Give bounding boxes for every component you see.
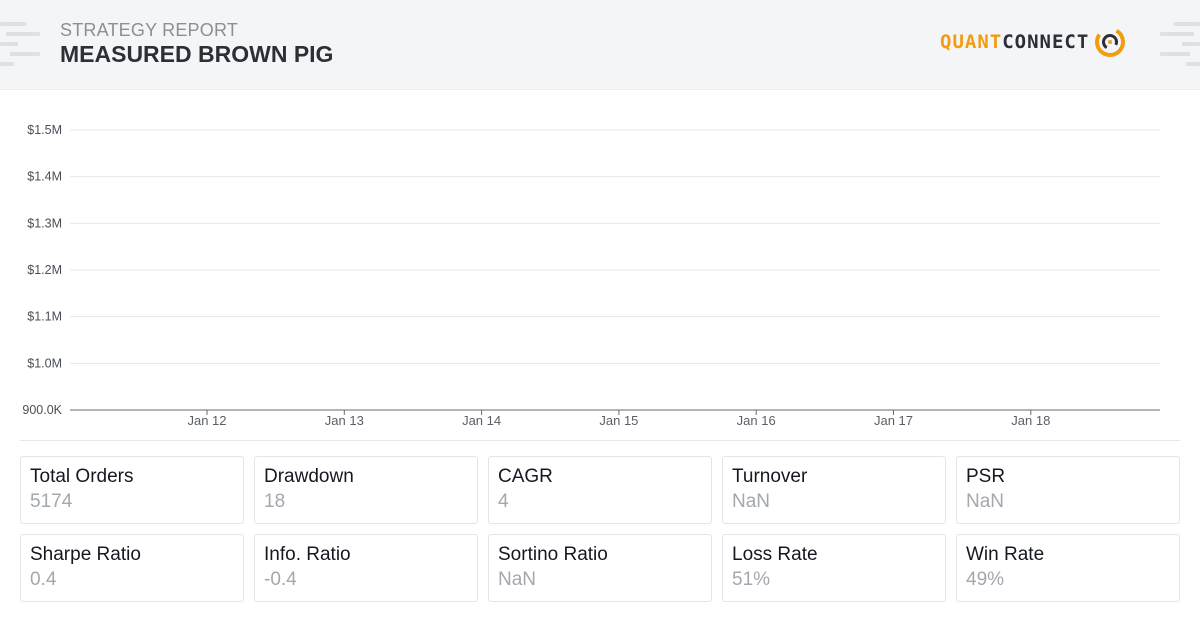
stat-value: 4 bbox=[498, 491, 509, 512]
stat-card-sharpe-ratio: Sharpe Ratio 0.4 bbox=[20, 534, 244, 602]
y-tick-label: $1.4M bbox=[27, 170, 62, 184]
stat-card-drawdown: Drawdown 18 bbox=[254, 456, 478, 524]
stat-card-info-ratio: Info. Ratio -0.4 bbox=[254, 534, 478, 602]
stat-card-turnover: Turnover NaN bbox=[722, 456, 946, 524]
stat-card-cagr: CAGR 4 bbox=[488, 456, 712, 524]
x-tick-label: Jan 16 bbox=[737, 413, 776, 428]
x-tick-label: Jan 12 bbox=[187, 413, 226, 428]
stat-label: PSR bbox=[966, 466, 1006, 487]
x-tick-label: Jan 13 bbox=[325, 413, 364, 428]
x-tick-label: Jan 14 bbox=[462, 413, 501, 428]
stat-value: 51% bbox=[732, 569, 771, 590]
report-title: MEASURED BROWN PIG bbox=[60, 41, 334, 67]
stat-card-total-orders: Total Orders 5174 bbox=[20, 456, 244, 524]
equity-chart: $1.5M $1.4M $1.3M $1.2M $1.1M $1.0M 900.0K Jan … bbox=[22, 123, 1160, 428]
stat-label: Loss Rate bbox=[732, 544, 818, 565]
stat-label: CAGR bbox=[498, 466, 553, 487]
stat-value: 0.4 bbox=[30, 569, 57, 590]
stat-label: Total Orders bbox=[30, 466, 134, 487]
stat-card-psr: PSR NaN bbox=[956, 456, 1180, 524]
stat-value: 5174 bbox=[30, 491, 73, 512]
stat-value: NaN bbox=[498, 569, 537, 590]
stat-value: NaN bbox=[732, 491, 771, 512]
stat-value: -0.4 bbox=[264, 569, 297, 590]
stat-value: 18 bbox=[264, 491, 286, 512]
stat-value: 49% bbox=[966, 569, 1005, 590]
logo-text-quant: QUANT bbox=[940, 31, 1003, 53]
stat-label: Drawdown bbox=[264, 466, 354, 487]
stat-label: Turnover bbox=[732, 466, 808, 487]
logo-text-connect: CONNECT bbox=[1002, 31, 1090, 53]
y-tick-label: 900.0K bbox=[22, 403, 62, 417]
stat-value: NaN bbox=[966, 491, 1005, 512]
stat-card-win-rate: Win Rate 49% bbox=[956, 534, 1180, 602]
stat-card-loss-rate: Loss Rate 51% bbox=[722, 534, 946, 602]
x-tick-label: Jan 17 bbox=[874, 413, 913, 428]
y-tick-label: $1.1M bbox=[27, 310, 62, 324]
x-tick-label: Jan 18 bbox=[1011, 413, 1050, 428]
quantconnect-logo: QUANT CONNECT bbox=[940, 24, 1127, 60]
stat-label: Win Rate bbox=[966, 544, 1045, 565]
x-tick-label: Jan 15 bbox=[599, 413, 638, 428]
stat-label: Sharpe Ratio bbox=[30, 544, 141, 565]
section-divider bbox=[20, 440, 1180, 441]
y-tick-label: $1.0M bbox=[27, 356, 62, 370]
y-tick-label: $1.3M bbox=[27, 216, 62, 230]
stat-card-sortino-ratio: Sortino Ratio NaN bbox=[488, 534, 712, 602]
quantconnect-logo-icon bbox=[1095, 27, 1126, 57]
y-tick-label: $1.2M bbox=[27, 263, 62, 277]
decorative-lines-left bbox=[0, 22, 40, 66]
decorative-lines-right bbox=[1160, 22, 1200, 66]
y-tick-label: $1.5M bbox=[27, 123, 62, 137]
report-header: STRATEGY REPORT MEASURED BROWN PIG QUANT… bbox=[0, 0, 1200, 90]
stat-label: Sortino Ratio bbox=[498, 544, 608, 565]
report-label: STRATEGY REPORT bbox=[60, 20, 239, 40]
stat-label: Info. Ratio bbox=[264, 544, 351, 565]
